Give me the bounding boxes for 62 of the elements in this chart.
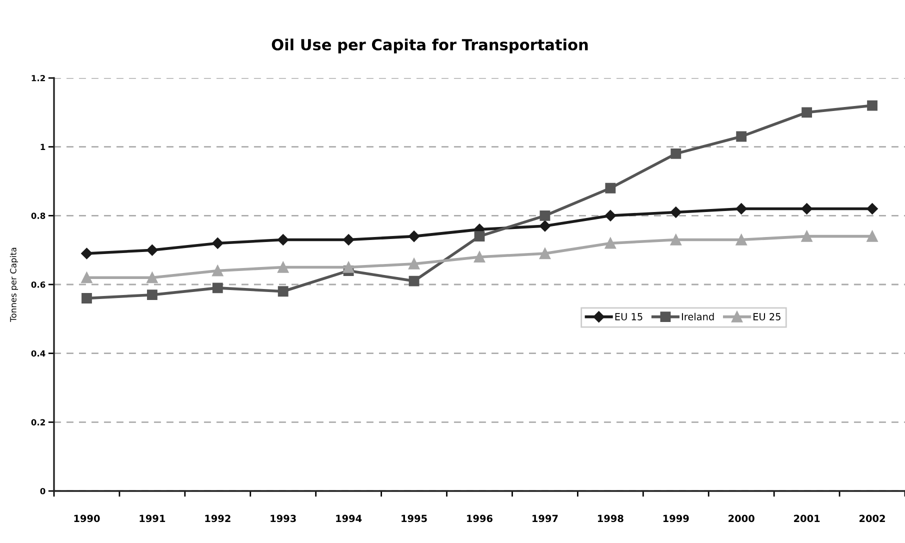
y-tick-label: 0.6 xyxy=(31,281,46,288)
x-tick-label: 1994 xyxy=(336,514,362,522)
x-tick-label: 1990 xyxy=(74,514,100,522)
point xyxy=(212,238,224,249)
point xyxy=(802,107,812,118)
point xyxy=(866,230,878,242)
point xyxy=(670,234,682,246)
y-tick-label: 1 xyxy=(40,144,46,150)
point xyxy=(81,248,92,260)
point xyxy=(146,290,158,300)
y-tick-label: 0.2 xyxy=(31,419,45,426)
x-tick-label: 1998 xyxy=(598,514,624,522)
x-tick-label: 2000 xyxy=(728,514,754,522)
point xyxy=(342,234,354,246)
point xyxy=(474,231,485,242)
point xyxy=(278,234,289,246)
x-tick-label: 2002 xyxy=(860,514,885,522)
point xyxy=(866,203,878,214)
y-tick-label: 0 xyxy=(40,488,46,494)
y-tick-label: 0.8 xyxy=(31,212,46,219)
point xyxy=(81,272,92,284)
point xyxy=(604,210,616,222)
x-tick-label: 1996 xyxy=(467,514,493,522)
legend-label: Ireland xyxy=(682,312,714,320)
point xyxy=(670,148,682,159)
point xyxy=(540,210,550,221)
point xyxy=(736,203,747,214)
point xyxy=(212,282,223,294)
point xyxy=(408,276,420,286)
point xyxy=(539,248,551,260)
point xyxy=(867,100,878,111)
x-tick-label: 1991 xyxy=(140,514,166,522)
point xyxy=(146,244,158,256)
point xyxy=(736,131,747,142)
y-axis-title: Tonnes per Capita xyxy=(10,248,18,322)
point xyxy=(474,251,486,263)
chart-title: Oil Use per Capita for Transportation xyxy=(272,38,588,54)
point xyxy=(605,182,616,194)
legend-label: EU 15 xyxy=(615,313,642,320)
x-tick-label: 2001 xyxy=(794,514,820,522)
y-tick-label: 1.2 xyxy=(32,74,45,82)
point xyxy=(670,206,682,218)
point xyxy=(604,238,616,249)
point xyxy=(539,220,551,232)
point xyxy=(212,265,224,276)
x-tick-label: 1995 xyxy=(402,514,427,522)
point xyxy=(278,262,289,273)
point xyxy=(146,272,158,284)
point xyxy=(343,262,354,273)
point xyxy=(801,203,812,214)
point xyxy=(801,230,812,242)
point xyxy=(736,234,747,246)
point xyxy=(408,258,420,270)
point xyxy=(278,286,288,297)
x-tick-label: 1993 xyxy=(270,514,296,522)
x-tick-label: 1997 xyxy=(532,514,558,522)
legend-label: EU 25 xyxy=(754,313,780,320)
x-tick-label: 1999 xyxy=(663,514,689,522)
x-tick-label: 1992 xyxy=(205,514,230,522)
point xyxy=(82,293,92,304)
point xyxy=(408,230,420,242)
y-tick-label: 0.4 xyxy=(31,350,46,357)
